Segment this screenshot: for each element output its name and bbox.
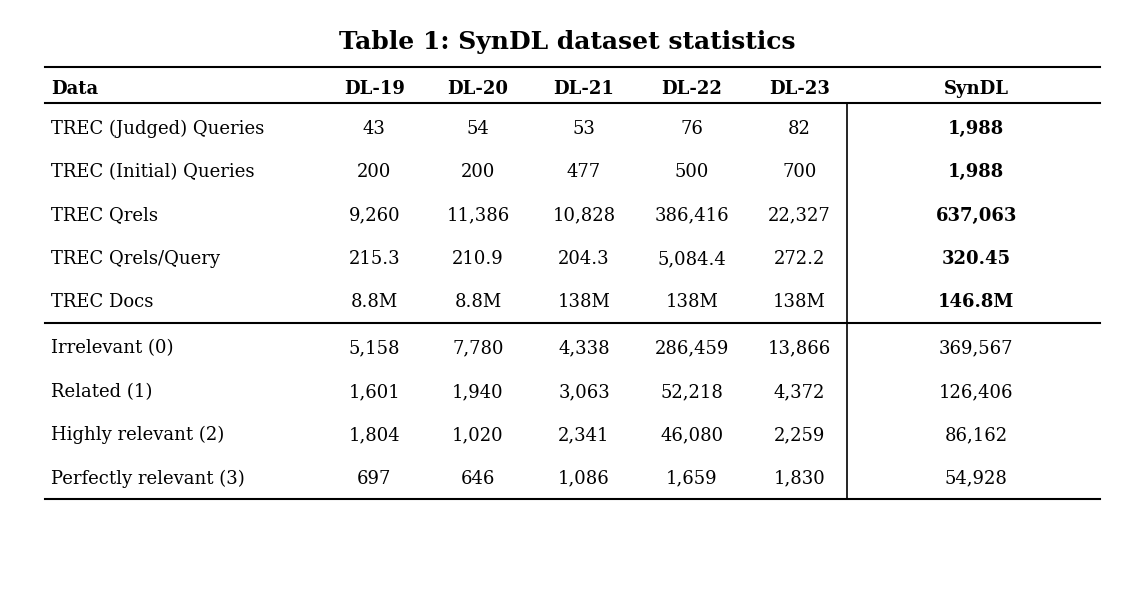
Text: 146.8M: 146.8M: [938, 293, 1015, 311]
Text: 646: 646: [460, 470, 496, 488]
Text: 272.2: 272.2: [773, 250, 826, 268]
Text: 4,338: 4,338: [558, 340, 610, 358]
Text: 2,341: 2,341: [558, 426, 610, 444]
Text: 204.3: 204.3: [558, 250, 610, 268]
Text: 1,601: 1,601: [348, 383, 400, 401]
Text: 46,080: 46,080: [660, 426, 723, 444]
Text: 138M: 138M: [666, 293, 718, 311]
Text: Irrelevant (0): Irrelevant (0): [51, 340, 174, 358]
Text: 215.3: 215.3: [348, 250, 400, 268]
Text: 2,259: 2,259: [773, 426, 826, 444]
Text: 1,086: 1,086: [558, 470, 610, 488]
Text: 477: 477: [567, 163, 601, 181]
Text: DL-22: DL-22: [661, 80, 722, 98]
Text: 5,084.4: 5,084.4: [658, 250, 726, 268]
Text: Table 1: SynDL dataset statistics: Table 1: SynDL dataset statistics: [339, 30, 795, 53]
Text: 1,988: 1,988: [948, 120, 1005, 138]
Text: TREC (Initial) Queries: TREC (Initial) Queries: [51, 163, 254, 181]
Text: SynDL: SynDL: [943, 80, 1009, 98]
Text: 126,406: 126,406: [939, 383, 1014, 401]
Text: 82: 82: [788, 120, 811, 138]
Text: 386,416: 386,416: [654, 207, 729, 225]
Text: 8.8M: 8.8M: [350, 293, 398, 311]
Text: 54: 54: [466, 120, 490, 138]
Text: 8.8M: 8.8M: [455, 293, 501, 311]
Text: 52,218: 52,218: [660, 383, 723, 401]
Text: 320.45: 320.45: [942, 250, 1010, 268]
Text: 1,988: 1,988: [948, 163, 1005, 181]
Text: 286,459: 286,459: [654, 340, 729, 358]
Text: 637,063: 637,063: [936, 207, 1017, 225]
Text: Related (1): Related (1): [51, 383, 152, 401]
Text: 1,020: 1,020: [452, 426, 503, 444]
Text: 22,327: 22,327: [768, 207, 831, 225]
Text: TREC Docs: TREC Docs: [51, 293, 153, 311]
Text: 54,928: 54,928: [945, 470, 1008, 488]
Text: 700: 700: [782, 163, 816, 181]
Text: 1,940: 1,940: [452, 383, 503, 401]
Text: 10,828: 10,828: [552, 207, 616, 225]
Text: 9,260: 9,260: [348, 207, 400, 225]
Text: 13,866: 13,866: [768, 340, 831, 358]
Text: Perfectly relevant (3): Perfectly relevant (3): [51, 469, 245, 488]
Text: 200: 200: [357, 163, 391, 181]
Text: 7,780: 7,780: [452, 340, 503, 358]
Text: 4,372: 4,372: [773, 383, 826, 401]
Text: TREC Qrels: TREC Qrels: [51, 207, 158, 225]
Text: 697: 697: [357, 470, 391, 488]
Text: DL-23: DL-23: [769, 80, 830, 98]
Text: 1,804: 1,804: [348, 426, 400, 444]
Text: DL-21: DL-21: [553, 80, 615, 98]
Text: TREC Qrels/Query: TREC Qrels/Query: [51, 250, 220, 268]
Text: 500: 500: [675, 163, 709, 181]
Text: DL-20: DL-20: [448, 80, 508, 98]
Text: Highly relevant (2): Highly relevant (2): [51, 426, 225, 444]
Text: 210.9: 210.9: [452, 250, 503, 268]
Text: 76: 76: [680, 120, 703, 138]
Text: 5,158: 5,158: [348, 340, 400, 358]
Text: 200: 200: [460, 163, 496, 181]
Text: DL-19: DL-19: [344, 80, 405, 98]
Text: TREC (Judged) Queries: TREC (Judged) Queries: [51, 119, 264, 138]
Text: 43: 43: [363, 120, 386, 138]
Text: 138M: 138M: [558, 293, 610, 311]
Text: 369,567: 369,567: [939, 340, 1014, 358]
Text: 3,063: 3,063: [558, 383, 610, 401]
Text: 1,830: 1,830: [773, 470, 826, 488]
Text: 138M: 138M: [773, 293, 826, 311]
Text: Data: Data: [51, 80, 99, 98]
Text: 53: 53: [573, 120, 595, 138]
Text: 1,659: 1,659: [666, 470, 718, 488]
Text: 86,162: 86,162: [945, 426, 1008, 444]
Text: 11,386: 11,386: [447, 207, 509, 225]
